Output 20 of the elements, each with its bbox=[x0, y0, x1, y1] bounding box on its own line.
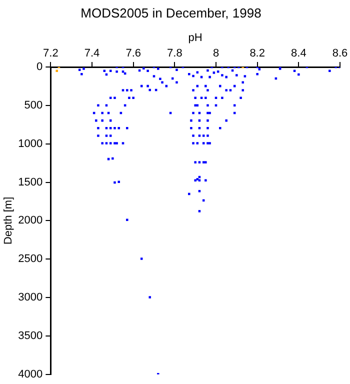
y-tick-label: 500 bbox=[24, 99, 43, 112]
y-tick-label: 4000 bbox=[18, 368, 43, 380]
x-tick-label: 8.2 bbox=[250, 47, 265, 60]
y-tick-label: 1500 bbox=[18, 176, 43, 188]
y-tick-label: 3000 bbox=[18, 292, 43, 304]
x-tick-label: 7.2 bbox=[43, 47, 58, 60]
x-tick-label: 8.4 bbox=[291, 47, 306, 60]
x-tick-label: 7.6 bbox=[126, 47, 141, 60]
x-axis-title: pH bbox=[188, 32, 202, 44]
x-tick-label: 7.8 bbox=[167, 47, 182, 60]
y-tick-label: 0 bbox=[36, 61, 43, 74]
y-tick-label: 3500 bbox=[18, 330, 43, 342]
y-tick-label: 1000 bbox=[18, 138, 43, 150]
x-tick-label: 8.6 bbox=[332, 47, 348, 60]
y-tick-label: 2000 bbox=[18, 214, 43, 227]
chart-title: MODS2005 in December, 1998 bbox=[80, 5, 262, 20]
x-tick-label: 7.4 bbox=[84, 47, 100, 60]
y-axis-title: Depth [m] bbox=[2, 196, 15, 245]
y-tick-label: 2500 bbox=[18, 253, 43, 266]
x-tick-label: 8 bbox=[212, 47, 220, 60]
